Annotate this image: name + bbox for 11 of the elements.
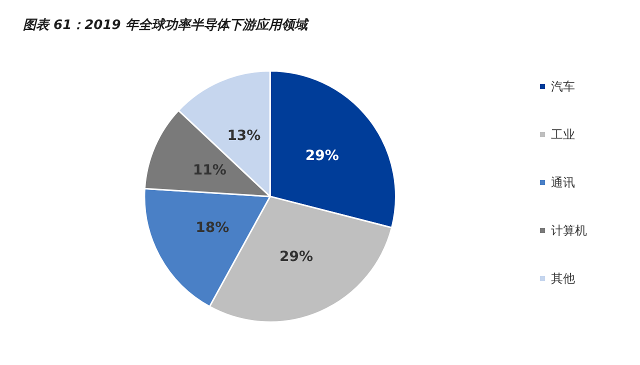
legend-label: 其他 [551, 272, 575, 286]
legend-label: 工业 [551, 128, 575, 142]
chart-title: 图表 61：2019 年全球功率半导体下游应用领域 [23, 17, 310, 33]
data-label: 13% [227, 128, 261, 144]
legend-label: 计算机 [551, 224, 587, 238]
data-label: 29% [279, 248, 313, 265]
data-label: 18% [196, 220, 230, 236]
legend-label: 汽车 [551, 80, 575, 94]
data-label: 11% [192, 162, 226, 178]
legend-label: 通讯 [551, 176, 575, 190]
data-label: 29% [305, 148, 339, 164]
